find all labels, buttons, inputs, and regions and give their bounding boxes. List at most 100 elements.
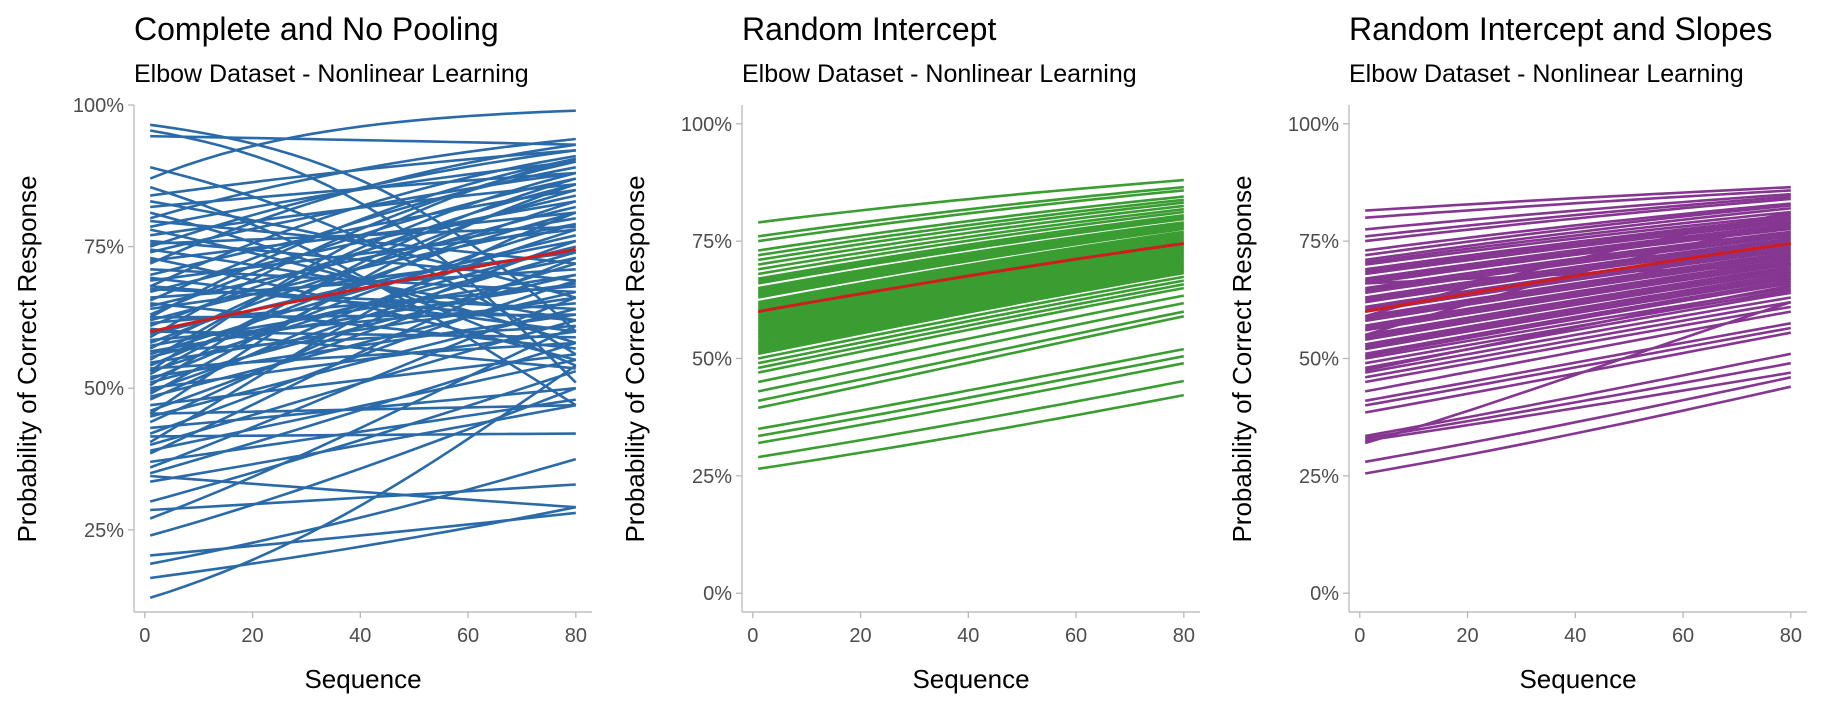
population-line: [149, 248, 577, 334]
subject-line: [757, 264, 1185, 346]
x-tick-label: 40: [349, 625, 371, 647]
subject-line: [149, 154, 577, 288]
subject-line: [1365, 216, 1791, 271]
subject-line: [149, 157, 577, 319]
subject-line: [757, 254, 1185, 334]
subject-line: [1365, 195, 1791, 238]
x-tick-label: 0: [139, 625, 150, 647]
population-line-group: [149, 248, 577, 334]
x-tick-label: 80: [565, 625, 587, 647]
subject-line: [1364, 261, 1791, 330]
subject-line: [757, 214, 1184, 280]
subject-line: [150, 505, 577, 580]
subject-line: [149, 279, 577, 435]
subject-line: [149, 222, 577, 381]
subject-line: [150, 403, 576, 415]
subject-line: [1365, 214, 1791, 266]
axes: 0% 25% 50% 75% 100% 0 20 40 60 80: [681, 105, 1200, 647]
subject-line: [757, 243, 1184, 320]
x-tick-label: 80: [1173, 625, 1195, 647]
y-tick-label: 25%: [84, 520, 124, 542]
subject-line: [1364, 300, 1792, 445]
subject-line: [757, 207, 1184, 271]
subject-line: [757, 234, 1184, 309]
subject-line: [1364, 326, 1792, 407]
x-tick-label: 40: [957, 625, 979, 647]
subject-line: [757, 245, 1184, 323]
subject-line: [149, 200, 577, 396]
y-tick-label: 50%: [84, 378, 124, 400]
subject-line: [1365, 189, 1791, 219]
subject-line: [149, 324, 577, 520]
subject-lines: [757, 178, 1185, 471]
subject-line: [1364, 284, 1792, 372]
subject-line: [1365, 235, 1791, 295]
subject-lines: [149, 109, 577, 600]
subject-line: [149, 157, 577, 373]
y-tick-label: 75%: [692, 231, 732, 253]
subject-line: [757, 256, 1185, 337]
subject-line: [1365, 239, 1791, 302]
panel-subtitle: Elbow Dataset - Nonlinear Learning: [742, 60, 1137, 88]
subject-line: [149, 282, 576, 353]
subject-line: [149, 403, 577, 483]
subject-line: [757, 222, 1184, 292]
subject-line: [1364, 275, 1792, 349]
subject-line: [757, 227, 1184, 299]
subject-line: [1364, 322, 1792, 403]
subject-line: [757, 247, 1184, 325]
subject-line: [149, 256, 577, 455]
subject-line: [149, 290, 577, 398]
subject-line: [150, 134, 576, 146]
x-axis-label: Sequence: [304, 664, 421, 694]
subject-line: [149, 109, 576, 180]
y-tick-label: 100%: [1288, 114, 1339, 136]
x-tick-label: 40: [1564, 625, 1586, 647]
panel-subtitle: Elbow Dataset - Nonlinear Learning: [1349, 60, 1744, 88]
y-axis-label: Probability of Correct Response: [12, 175, 42, 542]
subject-line: [149, 171, 577, 362]
y-tick-label: 75%: [84, 237, 124, 259]
subject-line: [1365, 223, 1791, 280]
subject-line: [757, 275, 1185, 360]
subject-line: [758, 185, 1184, 238]
y-tick-label: 50%: [1299, 349, 1339, 371]
subject-line: [1365, 202, 1791, 252]
y-tick-label: 50%: [692, 349, 732, 371]
population-line: [1364, 242, 1792, 314]
x-tick-label: 20: [849, 625, 871, 647]
panel-title: Complete and No Pooling: [134, 11, 499, 47]
subject-line: [757, 354, 1185, 438]
subject-line: [757, 361, 1185, 445]
subject-line: [1364, 263, 1791, 332]
x-tick-label: 0: [1354, 625, 1365, 647]
x-tick-label: 60: [1672, 625, 1694, 647]
subject-line: [1364, 211, 1792, 318]
subject-line: [1364, 305, 1792, 384]
subject-line: [1364, 296, 1792, 374]
subject-line: [757, 283, 1185, 370]
subject-line: [149, 183, 577, 350]
subject-line: [149, 211, 577, 444]
subject-line: [757, 230, 1184, 304]
subject-line: [1365, 263, 1791, 285]
subject-line: [1365, 237, 1791, 299]
subject-line: [1365, 192, 1791, 231]
subject-line: [149, 239, 577, 424]
subject-line: [757, 262, 1185, 344]
subject-line: [757, 294, 1185, 384]
y-tick-label: 0%: [1310, 583, 1339, 605]
y-tick-label: 100%: [73, 95, 124, 117]
y-tick-label: 100%: [681, 114, 732, 136]
panel-title: Random Intercept and Slopes: [1349, 11, 1772, 47]
x-tick-label: 20: [241, 625, 263, 647]
subject-line: [758, 178, 1184, 224]
population-line-group: [757, 242, 1185, 314]
subject-line: [150, 483, 576, 512]
subject-line: [1364, 300, 1792, 379]
subject-lines: [1364, 185, 1792, 475]
subject-line: [1364, 268, 1791, 339]
subject-line: [149, 457, 577, 566]
